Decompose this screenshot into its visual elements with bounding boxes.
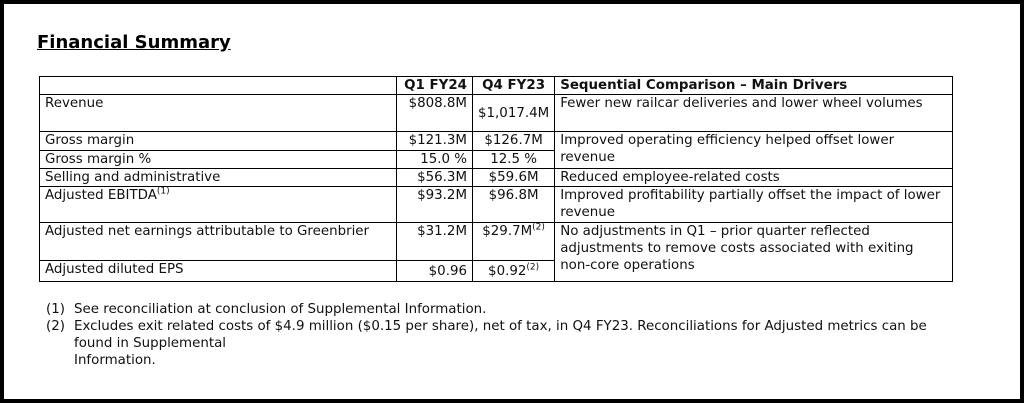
q4: $29.7M(2) xyxy=(471,222,556,261)
footnote: (1) See reconciliation at conclusion of … xyxy=(46,301,927,318)
row: Adjusted net earnings attributable to Gr… xyxy=(39,222,954,282)
q1: $121.3M xyxy=(396,131,473,151)
q1: $93.2M xyxy=(396,186,473,223)
driver: Fewer new railcar deliveries and lower w… xyxy=(554,94,954,132)
row: Revenue $808.8M $1,017.4M Fewer new rail… xyxy=(39,94,954,132)
header-cell: Sequential Comparison – Main Drivers xyxy=(554,76,954,95)
q1: $808.8M xyxy=(396,94,473,132)
footnote-ref: (1) xyxy=(156,186,170,197)
title: Financial Summary xyxy=(37,32,231,53)
driver: Reduced employee-related costs xyxy=(554,168,954,187)
label: Gross margin % xyxy=(39,150,397,169)
q4: 12.5 % xyxy=(471,150,556,169)
footnote-line: Information. xyxy=(74,353,156,368)
label: Revenue xyxy=(39,94,397,132)
footnotes: (1) See reconciliation at conclusion of … xyxy=(46,301,927,369)
value-text: $29.7M xyxy=(482,224,533,239)
footnote-text: See reconciliation at conclusion of Supp… xyxy=(74,301,486,318)
driver: No adjustments in Q1 – prior quarter ref… xyxy=(554,222,954,282)
q4: $59.6M xyxy=(471,168,556,187)
driver: Improved profitability partially offset … xyxy=(554,186,954,223)
q1: $56.3M xyxy=(396,168,473,187)
q1: 15.0 % xyxy=(396,150,473,169)
footnote-line: Excludes exit related costs of $4.9 mill… xyxy=(74,319,927,334)
footnote-ref: (2) xyxy=(526,262,540,273)
driver: Improved operating efficiency helped off… xyxy=(554,131,954,169)
label: Adjusted net earnings attributable to Gr… xyxy=(39,222,397,261)
value-text: $0.92 xyxy=(488,263,527,279)
row: Adjusted diluted EPS $0.96 $0.92(2) xyxy=(39,260,953,282)
header-cell xyxy=(39,76,397,95)
row: Gross margin $121.3M $126.7M Improved op… xyxy=(39,131,954,169)
label: Selling and administrative xyxy=(39,168,397,187)
q4: $126.7M xyxy=(471,131,556,151)
footnote-line: found in Supplemental xyxy=(74,336,226,351)
header-row: Q1 FY24 Q4 FY23 Sequential Comparison – … xyxy=(39,76,954,95)
footnote-line: See reconciliation at conclusion of Supp… xyxy=(74,302,487,317)
footnote-ref: (2) xyxy=(532,222,545,233)
q4: $1,017.4M xyxy=(471,94,556,132)
label: Adjusted EBITDA(1) xyxy=(39,186,397,223)
q4: $96.8M xyxy=(471,186,556,223)
footnote: (2) Excludes exit related costs of $4.9 … xyxy=(46,318,927,369)
label: Gross margin xyxy=(39,131,397,151)
q1: $0.96 xyxy=(396,260,473,282)
header-cell: Q4 FY23 xyxy=(471,76,556,95)
footnote-text: Excludes exit related costs of $4.9 mill… xyxy=(74,318,927,369)
label: Adjusted diluted EPS xyxy=(39,260,397,282)
footnote-marker: (2) xyxy=(46,319,65,334)
summary-table: Q1 FY24 Q4 FY23 Sequential Comparison – … xyxy=(39,76,954,282)
footnote-marker: (1) xyxy=(46,302,65,317)
label-text: Adjusted EBITDA xyxy=(45,188,157,203)
q1: $31.2M xyxy=(396,222,473,261)
row: Adjusted EBITDA(1) $93.2M $96.8M Improve… xyxy=(39,186,954,223)
header-cell: Q1 FY24 xyxy=(396,76,473,95)
q4: $0.92(2) xyxy=(471,260,556,282)
row: Selling and administrative $56.3M $59.6M… xyxy=(39,168,954,187)
